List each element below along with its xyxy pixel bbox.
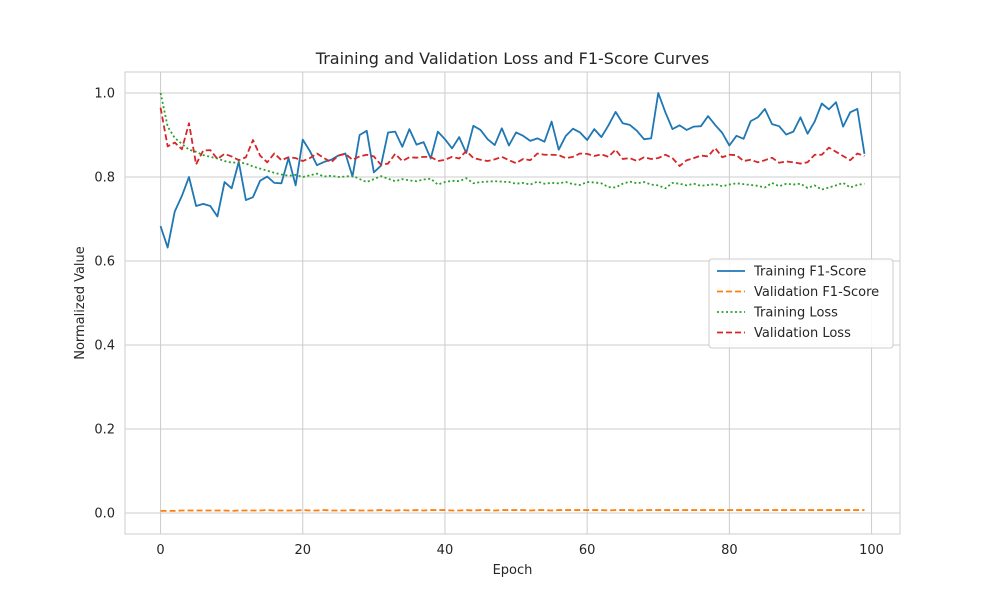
y-tick-label: 0.4	[94, 339, 115, 354]
x-axis-ticks: 0 20 40 60 80 100	[156, 543, 884, 558]
y-axis-label: Normalized Value	[73, 246, 88, 360]
plot-frame	[124, 71, 901, 535]
series-line-training-f1-score	[159, 92, 866, 249]
legend-label: Validation F1-Score	[754, 285, 879, 300]
y-tick-label: 0.8	[94, 171, 115, 186]
x-tick-label: 80	[721, 543, 738, 558]
legend-label: Training Loss	[753, 306, 838, 321]
y-axis-ticks: 0.0 0.2 0.4 0.6 0.8 1.0	[94, 87, 115, 522]
legend-box	[708, 258, 894, 349]
series-line-validation-f1-score	[160, 509, 865, 512]
legend: Training F1-Score Validation F1-Score Trai…	[708, 258, 894, 349]
y-tick-label: 1.0	[94, 87, 115, 102]
y-tick-label: 0.0	[94, 507, 115, 522]
legend-label: Validation Loss	[754, 326, 851, 341]
y-tick-label: 0.2	[94, 423, 115, 438]
series-lines	[159, 92, 866, 512]
x-tick-label: 100	[859, 543, 884, 558]
series-line-validation-loss	[159, 107, 865, 167]
x-tick-label: 20	[294, 543, 311, 558]
x-axis-label: Epoch	[493, 563, 533, 578]
legend-label: Training F1-Score	[753, 265, 866, 280]
x-tick-label: 40	[437, 543, 454, 558]
chart-title: Training and Validation Loss and F1-Scor…	[315, 49, 709, 68]
x-tick-label: 60	[579, 543, 596, 558]
x-tick-label: 0	[156, 543, 164, 558]
series-line-training-loss	[159, 92, 865, 191]
y-tick-label: 0.6	[94, 255, 115, 270]
